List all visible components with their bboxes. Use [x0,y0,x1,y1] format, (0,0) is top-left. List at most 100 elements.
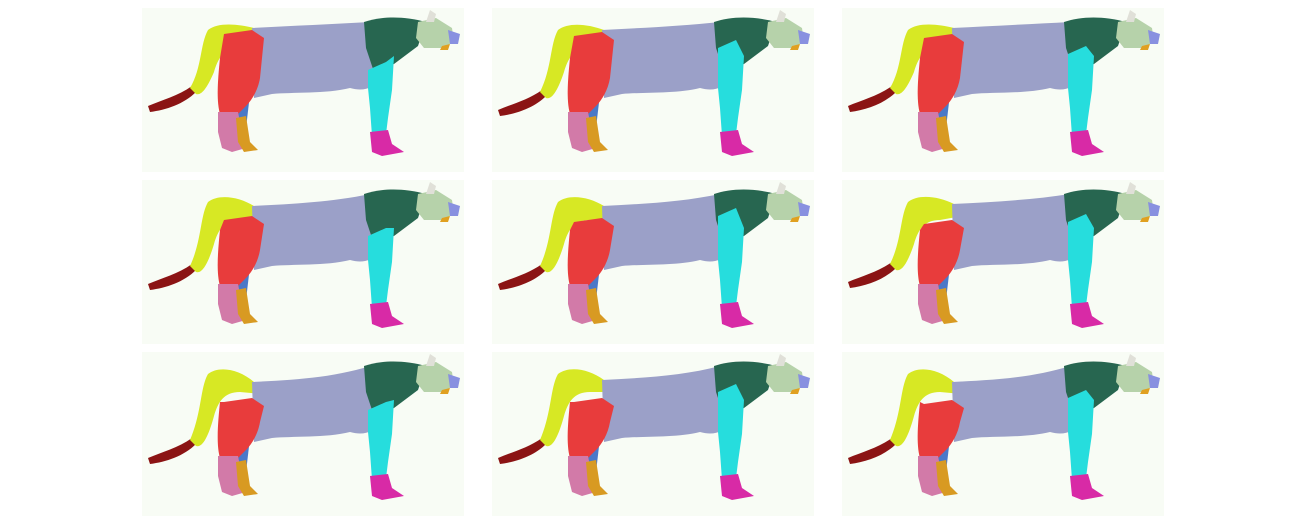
cheetah-panel [142,180,464,344]
torso [952,366,1080,442]
tail-back [540,369,612,447]
cheetah-panel [842,180,1164,344]
hip-thigh [217,30,264,114]
tail-tip [498,264,546,290]
cheetah-panel [492,180,814,344]
segmentation-grid [142,8,1164,516]
hind-paw [936,116,958,152]
cheetah-mesh [498,10,810,156]
torso [952,194,1080,270]
mouth [1140,216,1150,222]
hind-paw [936,460,958,496]
hip-thigh [567,32,614,114]
ear [776,10,786,22]
front-paw [370,130,404,156]
cheetah-panel [842,352,1164,516]
hind-paw [236,116,258,152]
hind-paw [586,460,608,496]
snout [1148,30,1160,44]
head [766,362,804,392]
front-paw [1070,474,1104,500]
hind-paw [236,288,258,324]
front-leg [368,56,394,136]
front-paw [370,302,404,328]
torso [602,366,730,442]
head [766,18,804,48]
snout [798,30,810,44]
snout [1148,202,1160,216]
hip-thigh [217,216,264,286]
ear [1126,10,1136,22]
cheetah-panel [142,352,464,516]
cheetah-mesh [148,10,460,156]
front-leg [718,208,744,308]
head [416,362,454,392]
front-leg [1068,390,1094,480]
mouth [440,44,450,50]
tail-tip [498,438,546,464]
front-leg [368,400,394,480]
mouth [790,216,800,222]
mouth [440,216,450,222]
cheetah-mesh [498,354,810,500]
torso [252,366,380,442]
tail-tip [148,264,196,290]
ear [426,182,436,194]
hip-thigh [217,398,264,458]
ear [1126,354,1136,366]
mouth [790,388,800,394]
front-leg [368,228,394,308]
tail-tip [148,438,196,464]
ear [776,354,786,366]
tail-back [190,197,262,273]
head [1116,362,1154,392]
ear [1126,182,1136,194]
front-paw [1070,130,1104,156]
tail-tip [148,86,196,112]
cheetah-mesh [148,182,460,328]
front-paw [720,130,754,156]
mouth [1140,388,1150,394]
hind-paw [586,116,608,152]
tail-tip [848,262,896,288]
tail-back [190,369,262,447]
torso [952,22,1080,98]
cheetah-panel [492,8,814,172]
cheetah-mesh [848,182,1160,328]
ear [426,10,436,22]
mouth [1140,44,1150,50]
tail-back [890,196,962,271]
hind-paw [586,288,608,324]
snout [448,374,460,388]
front-paw [720,302,754,328]
tail-tip [848,86,896,112]
tail-back [540,197,612,273]
cheetah-panel [842,8,1164,172]
front-paw [720,474,754,500]
front-paw [1070,302,1104,328]
ear [776,182,786,194]
tail-back [890,369,962,447]
tail-tip [848,438,896,464]
snout [1148,374,1160,388]
cheetah-panel [142,8,464,172]
hip-thigh [567,218,614,286]
neck-shoulder [364,189,426,244]
cheetah-mesh [498,182,810,328]
snout [448,30,460,44]
cheetah-panel [492,352,814,516]
front-leg [718,384,744,480]
snout [448,202,460,216]
front-leg [1068,214,1094,308]
head [766,190,804,220]
hip-thigh [917,400,964,458]
neck-shoulder [364,361,426,416]
cheetah-mesh [148,354,460,500]
torso [602,194,730,270]
neck-shoulder [364,17,426,72]
mouth [440,388,450,394]
hip-thigh [917,34,964,114]
front-leg [718,40,744,136]
torso [252,22,380,98]
head [416,18,454,48]
